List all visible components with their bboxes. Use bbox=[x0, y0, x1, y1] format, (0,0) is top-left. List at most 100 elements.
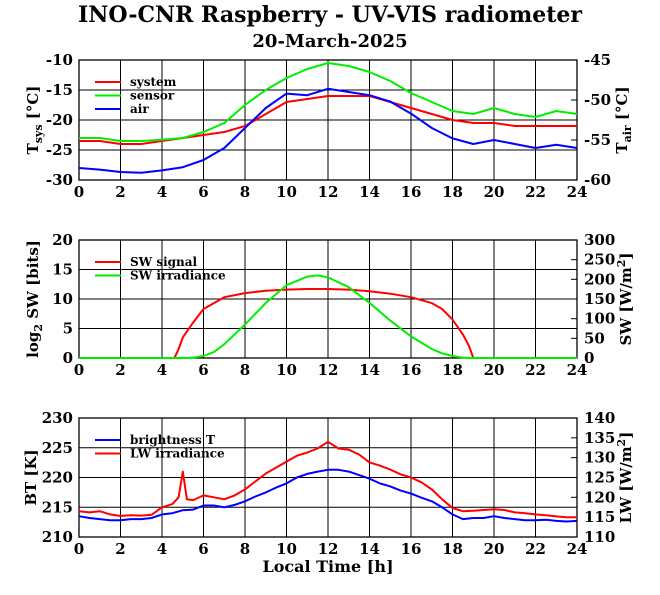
x-tick-label: 12 bbox=[318, 540, 339, 558]
y-right-tick-label: 0 bbox=[584, 349, 594, 367]
x-tick-label: 0 bbox=[74, 361, 84, 379]
figure-title: INO-CNR Raspberry - UV-VIS radiometer bbox=[77, 2, 583, 28]
x-tick-label: 6 bbox=[198, 183, 208, 201]
x-tick-label: 4 bbox=[157, 361, 167, 379]
x-tick-label: 24 bbox=[567, 183, 588, 201]
x-tick-label: 20 bbox=[484, 361, 505, 379]
y-right-tick-label: -50 bbox=[584, 91, 611, 109]
x-tick-label: 4 bbox=[157, 540, 167, 558]
y-tick-label: 20 bbox=[52, 231, 73, 249]
x-tick-label: 12 bbox=[318, 183, 339, 201]
y-right-tick-label: 115 bbox=[584, 508, 615, 526]
y-tick-label: -25 bbox=[46, 141, 73, 159]
x-tick-label: 0 bbox=[74, 540, 84, 558]
y-tick-label: 230 bbox=[42, 409, 73, 427]
y-right-tick-label: -55 bbox=[584, 131, 611, 149]
legend-label: SW irradiance bbox=[130, 269, 226, 283]
y-tick-label: 210 bbox=[42, 528, 73, 546]
y-tick-label: -30 bbox=[46, 171, 73, 189]
series-line-brightness-t bbox=[78, 468, 578, 523]
legend-label: system bbox=[130, 75, 177, 89]
x-tick-label: 20 bbox=[484, 183, 505, 201]
y-tick-label: 225 bbox=[42, 439, 73, 457]
y-tick-label: -15 bbox=[46, 81, 73, 99]
y-right-tick-label: -60 bbox=[584, 171, 611, 189]
series-line-lw-irradiance bbox=[78, 440, 577, 519]
x-tick-label: 6 bbox=[198, 540, 208, 558]
x-tick-label: 8 bbox=[240, 361, 250, 379]
x-tick-label: 4 bbox=[157, 183, 167, 201]
x-tick-label: 18 bbox=[442, 361, 463, 379]
y-tick-label: 215 bbox=[42, 498, 73, 516]
y-axis-right-label: LW [W/m2] bbox=[615, 432, 635, 524]
y-right-tick-label: 250 bbox=[584, 251, 615, 269]
x-tick-label: 18 bbox=[442, 183, 463, 201]
y-tick-label: 10 bbox=[52, 290, 73, 308]
y-right-tick-label: 125 bbox=[584, 469, 615, 487]
y-tick-label: 5 bbox=[63, 320, 73, 338]
y-axis-right-label: SW [W/m2] bbox=[615, 253, 635, 346]
panel-top: 0 2 4 6 8 10 12 14 16 18 20 22 24-30-25-20-15-10-60-… bbox=[24, 51, 634, 201]
y-axis-label: BT [K] bbox=[22, 449, 40, 505]
y-right-tick-label: 200 bbox=[584, 270, 615, 288]
y-right-tick-label: 50 bbox=[584, 329, 605, 347]
legend-label: sensor bbox=[130, 89, 175, 103]
x-tick-label: 16 bbox=[401, 183, 422, 201]
x-tick-label: 22 bbox=[525, 540, 546, 558]
x-tick-label: 0 bbox=[74, 183, 84, 201]
x-tick-label: 10 bbox=[276, 361, 297, 379]
y-tick-label: -20 bbox=[46, 111, 73, 129]
y-tick-label: 220 bbox=[42, 469, 73, 487]
figure-subtitle: 20-March-2025 bbox=[252, 31, 408, 52]
series-line-air bbox=[78, 87, 578, 174]
panel-middle: 0 2 4 6 8 10 12 14 16 18 20 22 240510152005010015020… bbox=[24, 231, 635, 379]
x-tick-label: 8 bbox=[240, 183, 250, 201]
x-tick-label: 6 bbox=[198, 361, 208, 379]
x-tick-label: 8 bbox=[240, 540, 250, 558]
x-tick-label: 10 bbox=[276, 540, 297, 558]
x-tick-label: 22 bbox=[525, 361, 546, 379]
y-tick-label: -10 bbox=[46, 51, 73, 69]
x-tick-label: 18 bbox=[442, 540, 463, 558]
y-tick-label: 15 bbox=[52, 261, 73, 279]
y-right-tick-label: 135 bbox=[584, 429, 615, 447]
x-tick-label: 22 bbox=[525, 183, 546, 201]
legend-label: air bbox=[130, 102, 149, 116]
plot-frame bbox=[78, 239, 578, 359]
x-tick-label: 14 bbox=[359, 183, 380, 201]
x-tick-label: 12 bbox=[318, 361, 339, 379]
y-axis-label: Tsys [°C] bbox=[24, 86, 45, 155]
legend-label: SW signal bbox=[130, 255, 198, 269]
x-tick-label: 20 bbox=[484, 540, 505, 558]
legend-label: brightness T bbox=[130, 433, 215, 447]
x-tick-label: 2 bbox=[115, 361, 125, 379]
y-tick-label: 0 bbox=[63, 349, 73, 367]
x-tick-label: 10 bbox=[276, 183, 297, 201]
y-right-tick-label: 300 bbox=[584, 231, 615, 249]
x-tick-label: 2 bbox=[115, 540, 125, 558]
plot-frame bbox=[78, 59, 578, 181]
y-right-tick-label: 100 bbox=[584, 310, 615, 328]
series-line-sensor bbox=[79, 62, 578, 142]
series-line-sw-irradiance bbox=[79, 274, 577, 359]
panel-bottom: 0 2 4 6 8 10 12 14 16 18 20 22 242102152202252301101… bbox=[22, 409, 635, 576]
series-line-system bbox=[79, 95, 577, 145]
y-right-tick-label: 150 bbox=[584, 290, 615, 308]
y-right-tick-label: 120 bbox=[584, 488, 615, 506]
x-tick-label: 16 bbox=[401, 540, 422, 558]
plot-frame bbox=[78, 417, 578, 538]
x-tick-label: 2 bbox=[115, 183, 125, 201]
y-right-tick-label: -45 bbox=[584, 51, 611, 69]
y-right-tick-label: 110 bbox=[584, 528, 615, 546]
x-tick-label: 14 bbox=[359, 540, 380, 558]
x-axis-label: Local Time [h] bbox=[262, 557, 393, 576]
x-tick-label: 24 bbox=[567, 540, 588, 558]
y-axis-label: log2 SW [bits] bbox=[24, 240, 45, 358]
x-tick-label: 24 bbox=[567, 361, 588, 379]
y-axis-right-label: Tair [°C] bbox=[613, 86, 634, 153]
x-tick-label: 16 bbox=[401, 361, 422, 379]
x-tick-label: 14 bbox=[359, 361, 380, 379]
y-right-tick-label: 130 bbox=[584, 449, 615, 467]
legend-label: LW irradiance bbox=[130, 447, 225, 461]
